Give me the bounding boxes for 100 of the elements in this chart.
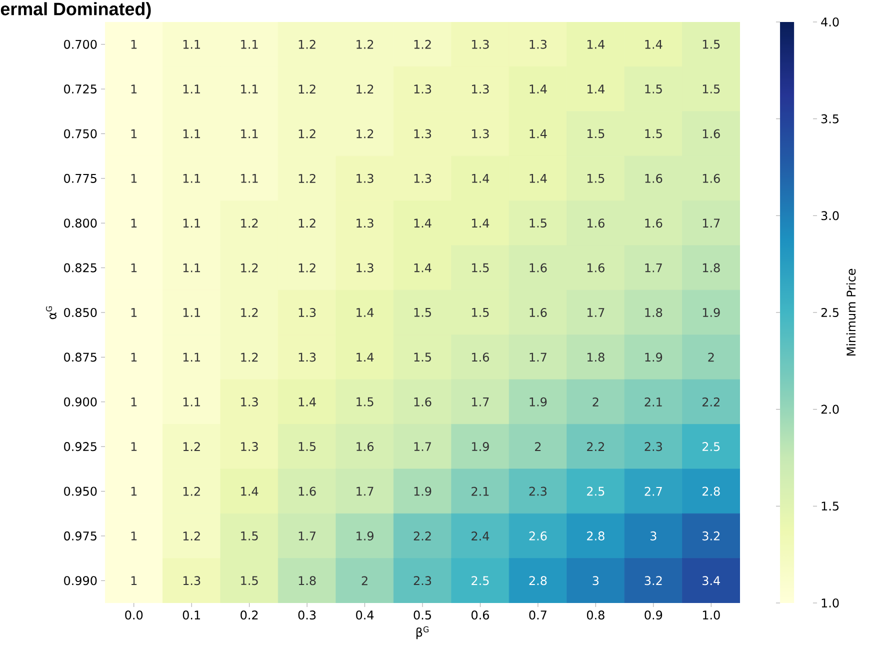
data-label: 2.5 xyxy=(472,576,489,586)
data-label: 1.3 xyxy=(356,263,374,272)
data-label: 2 xyxy=(592,397,598,406)
data-label: 2.3 xyxy=(644,442,662,452)
x-tick-label: 0.2 xyxy=(240,610,258,620)
data-label: 2.2 xyxy=(587,442,604,452)
data-label: 2.8 xyxy=(702,486,720,496)
data-label: 1.4 xyxy=(356,352,374,362)
x-tick-label: 0.8 xyxy=(586,610,604,620)
data-label: 1.3 xyxy=(241,397,258,406)
data-label: 1.5 xyxy=(241,532,258,540)
data-label: 1.9 xyxy=(530,397,547,406)
data-label: 1.4 xyxy=(298,398,316,406)
y-tick-label: 0.850 xyxy=(64,308,97,318)
color-bar-label: 2.0 xyxy=(821,404,839,414)
data-label: 1.3 xyxy=(298,308,316,318)
data-label: 1.5 xyxy=(298,442,316,452)
data-label: 1 xyxy=(131,40,137,49)
data-label: 1.4 xyxy=(530,129,547,138)
data-label: 1.8 xyxy=(587,352,604,362)
data-label: 1.9 xyxy=(414,486,432,496)
data-label: 2.8 xyxy=(529,576,547,586)
data-label: 1.2 xyxy=(356,84,374,94)
data-label: 1.6 xyxy=(645,174,662,183)
data-label: 1 xyxy=(131,532,137,540)
data-label: 2.2 xyxy=(414,532,431,540)
data-label: 1.8 xyxy=(702,263,720,272)
data-label: 1 xyxy=(131,398,137,406)
data-label: 1.5 xyxy=(587,129,604,138)
data-label: 1 xyxy=(131,263,137,272)
data-label: 1.2 xyxy=(241,352,258,362)
data-label: 1.4 xyxy=(587,84,605,94)
data-label: 1.4 xyxy=(530,84,547,94)
data-label: 1.5 xyxy=(530,218,546,228)
data-label: 1.2 xyxy=(298,84,316,94)
data-label: 1.4 xyxy=(414,263,432,272)
x-tick-label: 0.4 xyxy=(356,610,374,620)
data-label: 1.6 xyxy=(472,352,489,362)
data-label: 2.8 xyxy=(587,531,604,540)
data-label: 1.2 xyxy=(241,263,258,272)
y-tick-label: 0.925 xyxy=(64,442,96,452)
data-label: 1.1 xyxy=(183,308,200,317)
data-label: 3 xyxy=(650,531,656,540)
data-label: 1.4 xyxy=(241,486,258,496)
data-label: 1.6 xyxy=(530,308,547,318)
y-tick-label: 0.990 xyxy=(64,576,97,586)
data-label: 1 xyxy=(131,486,137,496)
y-tick-label: 0.700 xyxy=(64,40,97,49)
data-label: 2 xyxy=(708,352,714,362)
y-tick-label: 0.800 xyxy=(64,218,97,228)
data-label: 1.2 xyxy=(298,40,316,49)
y-tick-label: 0.975 xyxy=(64,531,96,540)
data-label: 1.2 xyxy=(241,218,258,228)
data-label: 1.5 xyxy=(645,84,662,94)
data-label: 2.3 xyxy=(529,486,547,496)
data-label: 1.3 xyxy=(472,129,489,138)
data-label: 1.6 xyxy=(587,263,604,272)
data-label: 1 xyxy=(131,218,137,228)
data-label: 1.6 xyxy=(702,174,720,183)
data-label: 1 xyxy=(131,352,137,362)
data-label: 1.9 xyxy=(472,442,489,452)
data-label: 1.5 xyxy=(645,129,662,138)
data-label: 1.9 xyxy=(356,531,374,540)
data-label: 2.5 xyxy=(587,486,604,496)
data-label: 1.7 xyxy=(356,486,374,496)
data-label: 1.8 xyxy=(298,576,316,586)
x-tick-label: 0.5 xyxy=(414,610,431,620)
data-label: 1.2 xyxy=(414,40,431,49)
data-label: 1.3 xyxy=(298,352,316,362)
data-label: 1.6 xyxy=(530,263,547,272)
color-bar-label: 3.0 xyxy=(821,211,839,220)
y-axis-title: α$^{G}$ xyxy=(46,306,56,320)
data-label: 2.4 xyxy=(472,532,490,540)
data-label: 1 xyxy=(131,174,137,183)
data-label: 1.1 xyxy=(183,129,200,138)
data-label: 1.6 xyxy=(645,218,662,228)
data-label: 1.1 xyxy=(241,84,258,94)
data-label: 1.6 xyxy=(298,486,316,496)
data-label: 2.5 xyxy=(702,442,720,452)
data-label: 1.1 xyxy=(183,174,200,183)
data-label: 1 xyxy=(131,308,137,317)
data-label: 1.3 xyxy=(414,84,432,94)
data-label: 1.5 xyxy=(414,352,431,362)
data-label: 1.4 xyxy=(645,40,662,49)
y-tick-label: 0.900 xyxy=(64,397,97,406)
data-label: 3.2 xyxy=(644,576,662,586)
data-label: 1.4 xyxy=(356,308,374,317)
data-label: 1.2 xyxy=(356,129,374,138)
data-label: 1.4 xyxy=(472,218,490,228)
data-label: 1.2 xyxy=(298,218,316,228)
data-label: 1.2 xyxy=(356,40,374,49)
data-label: 1 xyxy=(131,84,137,94)
data-label: 2.2 xyxy=(702,397,720,406)
x-tick-label: 0.3 xyxy=(298,610,316,620)
chart-title: ermal Dominated) xyxy=(0,2,151,19)
data-label: 1.2 xyxy=(298,263,316,272)
data-label: 1.7 xyxy=(414,442,431,451)
data-label: 1.2 xyxy=(183,486,200,496)
y-tick-label: 0.875 xyxy=(64,352,96,362)
data-label: 1.6 xyxy=(702,129,720,138)
